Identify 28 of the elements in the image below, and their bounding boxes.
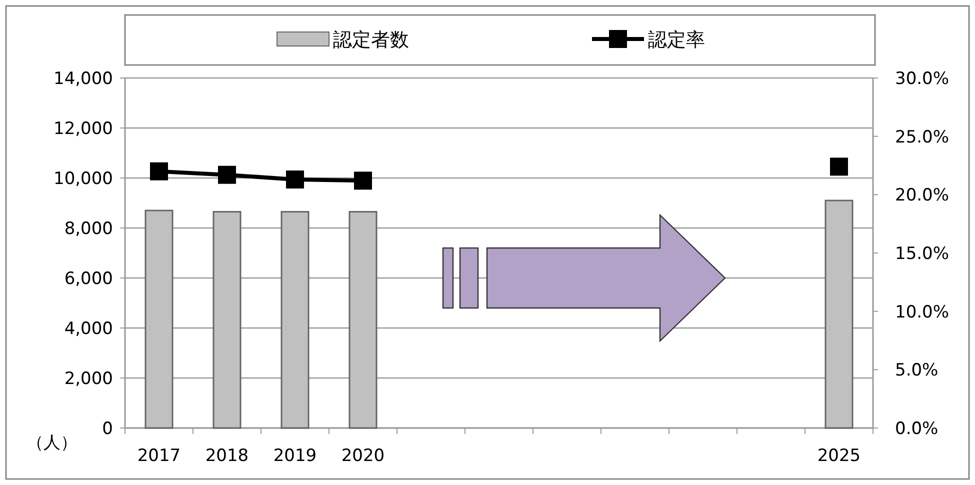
y2-tick-label: 10.0%	[895, 302, 950, 322]
y-tick-label: 8,000	[64, 219, 113, 239]
x-tick-label: 2025	[817, 446, 861, 466]
point	[830, 158, 848, 176]
y-tick-label: 6,000	[64, 269, 113, 289]
point	[286, 170, 304, 188]
point	[150, 162, 168, 180]
y-tick-label: 10,000	[54, 169, 113, 189]
y-axis-title: （人）	[26, 433, 78, 453]
y2-tick-label: 25.0%	[895, 127, 950, 148]
x-tick-label: 2020	[341, 446, 385, 466]
y-tick-label: 14,000	[54, 69, 113, 89]
y-tick-label: 2,000	[64, 369, 113, 389]
point	[354, 172, 372, 190]
y-tick-label: 0	[102, 419, 113, 439]
point	[218, 166, 236, 184]
y2-tick-label: 5.0%	[895, 360, 938, 381]
x-tick-label: 2017	[137, 446, 181, 466]
y2-tick-label: 15.0%	[895, 244, 950, 264]
x-tick-label: 2019	[273, 446, 317, 466]
y-tick-label: 4,000	[64, 319, 113, 339]
y2-tick-label: 20.0%	[895, 186, 950, 206]
y2-tick-label: 30.0%	[895, 69, 950, 89]
legend-label: 認定率	[648, 29, 705, 51]
legend-label: 認定者数	[333, 29, 409, 51]
x-tick-label: 2018	[205, 446, 249, 466]
y2-tick-label: 0.0%	[895, 419, 938, 439]
y-tick-label: 12,000	[54, 119, 113, 139]
